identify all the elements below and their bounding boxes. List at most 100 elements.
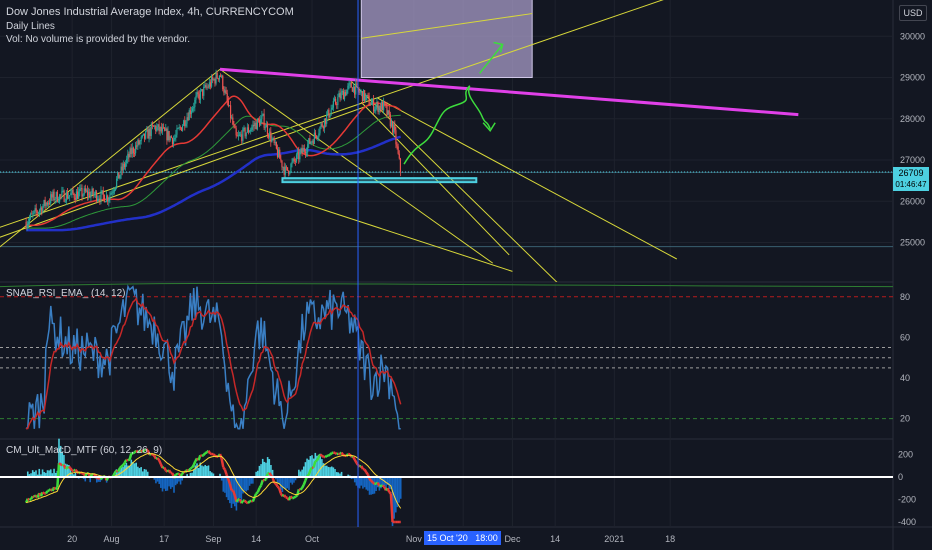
macd-histogram-bar: [299, 471, 302, 477]
candle-body: [53, 191, 55, 200]
macd-histogram-bar: [141, 471, 144, 477]
macd-line: [155, 456, 158, 460]
candle-body: [251, 127, 253, 130]
candle-body: [98, 198, 100, 200]
candle-body: [108, 199, 110, 202]
candle-body: [196, 92, 198, 97]
candle-body: [131, 147, 133, 154]
candle-body: [186, 117, 188, 124]
macd-line: [32, 495, 35, 499]
macd-histogram-bar: [132, 461, 134, 477]
macd-histogram-bar: [279, 477, 282, 491]
macd-histogram-bar: [263, 461, 266, 477]
candle-body: [70, 193, 72, 196]
macd-histogram-bar: [245, 477, 248, 492]
macd-histogram-bar: [373, 477, 376, 494]
projection-arrow-path: [403, 85, 491, 165]
macd-histogram-bar: [243, 477, 246, 491]
macd-line: [66, 465, 70, 469]
macd-line: [376, 482, 381, 487]
candle-body: [280, 158, 282, 161]
macd-line: [132, 451, 136, 455]
candle-body: [335, 98, 337, 104]
price-tick-label: 26000: [900, 196, 925, 206]
macd-line: [202, 452, 207, 456]
candle-body: [272, 137, 274, 139]
macd-histogram-bar: [281, 477, 284, 493]
macd-line: [352, 456, 356, 461]
candle-body: [161, 127, 164, 132]
rsi-indicator-label[interactable]: SNAB_RSI_EMA_ (14, 12): [6, 288, 126, 299]
candle-body: [323, 118, 326, 129]
macd-histogram-bar: [365, 477, 368, 490]
macd-line: [56, 463, 61, 488]
macd-histogram-bar: [158, 477, 161, 484]
candle-body: [72, 189, 74, 194]
macd-line: [113, 469, 118, 474]
macd-histogram-bar: [35, 470, 37, 477]
macd-histogram-bar: [43, 472, 46, 477]
macd-indicator-label[interactable]: CM_Ult_MacD_MTF (60, 12, 26, 9): [6, 445, 163, 456]
macd-histogram-bar: [307, 459, 310, 477]
candle-body: [109, 194, 111, 200]
macd-histogram-bar: [372, 477, 374, 495]
candle-body: [327, 109, 329, 115]
macd-line: [307, 469, 312, 476]
candle-body: [191, 108, 194, 112]
candle-body: [226, 93, 228, 101]
candle-body: [358, 89, 360, 93]
candle-body: [157, 124, 159, 128]
macd-histogram-bar: [199, 462, 202, 477]
candle-body: [216, 72, 218, 79]
macd-histogram-bar: [171, 477, 174, 488]
candle-body: [265, 124, 267, 128]
macd-histogram-bar: [368, 477, 371, 495]
macd-tick-label: 0: [898, 472, 903, 482]
candle-body: [73, 193, 75, 198]
candle-body: [316, 135, 318, 138]
candle-body: [303, 148, 305, 152]
candle-body: [241, 134, 243, 142]
macd-line: [249, 499, 252, 503]
candle-body: [198, 94, 200, 100]
candle-body: [222, 75, 224, 90]
candle-body: [295, 154, 298, 162]
currency-button[interactable]: USD: [899, 5, 927, 21]
candle-body: [118, 172, 120, 179]
macd-histogram-bar: [196, 463, 198, 477]
candle-body: [346, 89, 348, 96]
candle-body: [319, 126, 321, 134]
macd-histogram-bar: [222, 477, 225, 492]
macd-tick-label: -400: [898, 517, 916, 527]
candle-body: [44, 199, 46, 206]
macd-histogram-bar: [293, 477, 295, 483]
crosshair-date-label: 15 Oct '20 18:00: [424, 531, 501, 545]
moving-average-short: [26, 95, 402, 226]
x-tick-label: 17: [159, 534, 169, 544]
candle-body: [36, 211, 38, 213]
candle-body: [100, 190, 102, 201]
candle-body: [120, 166, 122, 176]
macd-line: [353, 458, 358, 464]
candle-body: [141, 135, 143, 138]
candle-body: [31, 213, 33, 215]
indicator-daily-lines[interactable]: Daily Lines: [6, 21, 55, 32]
candle-body: [67, 196, 70, 199]
candle-body: [390, 121, 393, 127]
candle-body: [253, 124, 255, 127]
candle-body: [229, 105, 232, 119]
macd-histogram-bar: [334, 469, 336, 477]
macd-histogram-bar: [72, 474, 75, 477]
candle-body: [84, 188, 86, 192]
candle-body: [312, 140, 314, 144]
candle-body: [333, 98, 336, 101]
macd-line: [329, 452, 333, 456]
candle-body: [336, 103, 338, 106]
rsi-line: [25, 284, 401, 430]
candle-body: [124, 163, 127, 168]
candle-body: [94, 191, 96, 195]
macd-histogram-bar: [268, 459, 271, 477]
candle-body: [99, 198, 101, 201]
candle-body: [169, 136, 171, 141]
